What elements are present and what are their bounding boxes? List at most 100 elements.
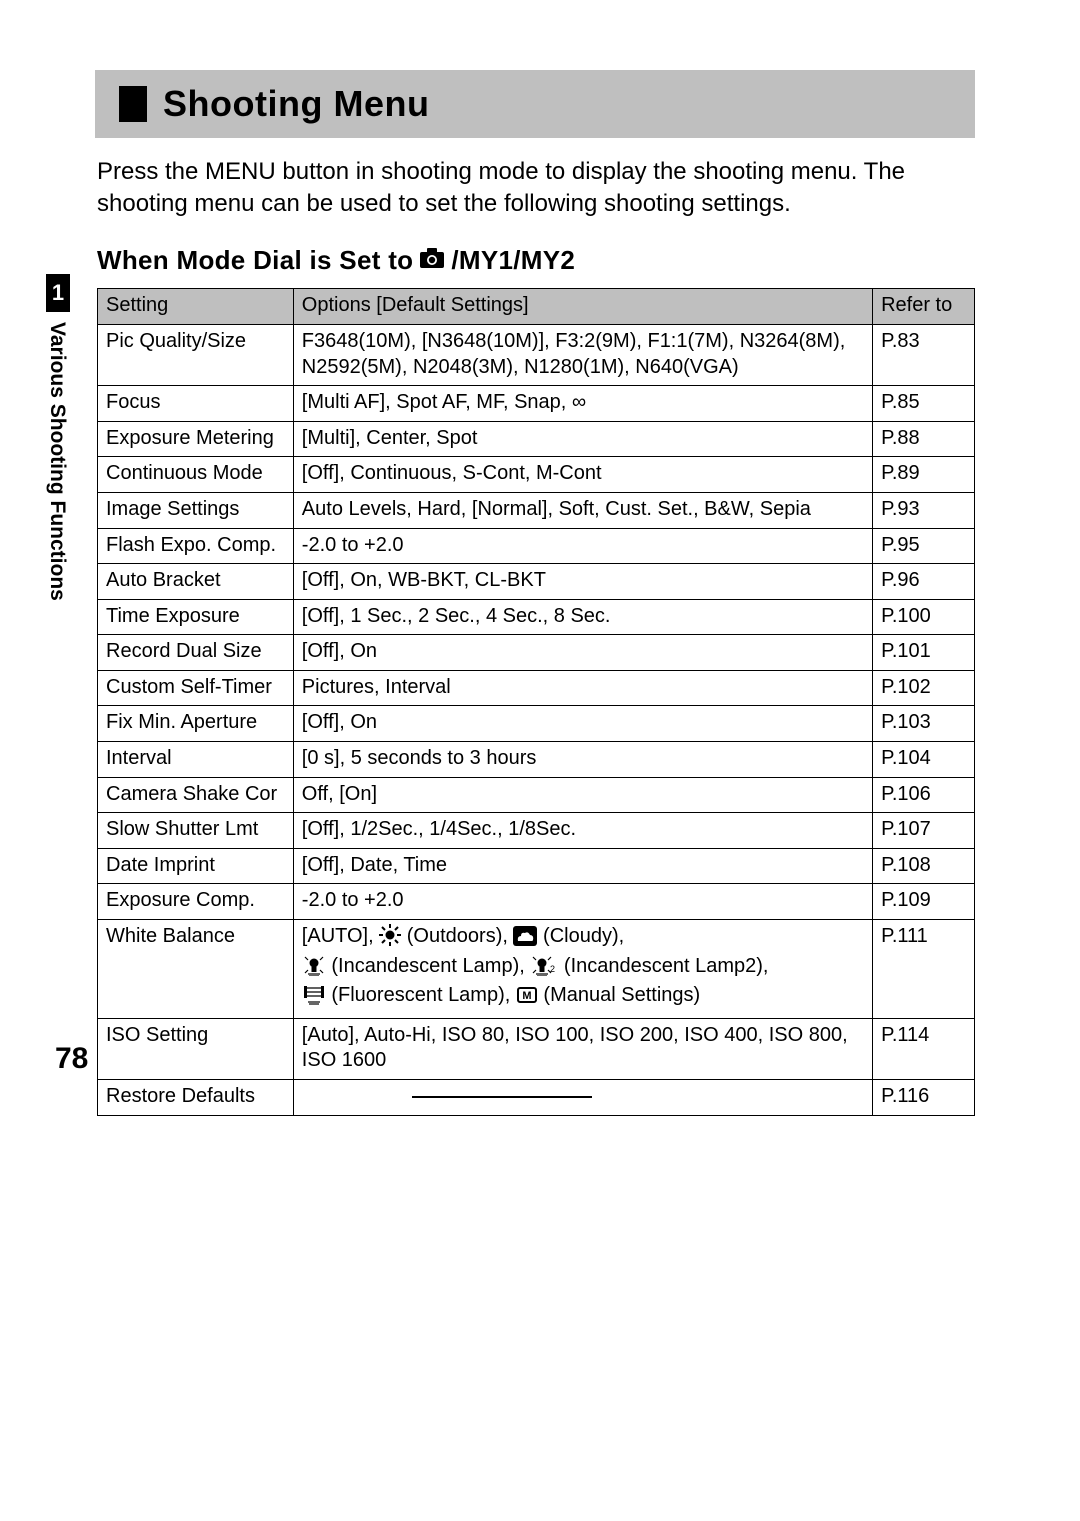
- fluorescent-icon: [302, 983, 326, 1013]
- intro-paragraph: Press the MENU button in shooting mode t…: [97, 156, 975, 219]
- subhead-prefix: When Mode Dial is Set to: [97, 245, 413, 276]
- cell-options: Auto Levels, Hard, [Normal], Soft, Cust.…: [293, 492, 872, 528]
- cell-ref: P.83: [873, 324, 975, 385]
- cell-ref: P.116: [873, 1080, 975, 1116]
- cell-options: [Off], Continuous, S-Cont, M-Cont: [293, 457, 872, 493]
- cell-setting: Interval: [98, 742, 294, 778]
- cell-options: [Off], On, WB-BKT, CL-BKT: [293, 564, 872, 600]
- table-header-row: Setting Options [Default Settings] Refer…: [98, 289, 975, 325]
- cell-setting: Camera Shake Cor: [98, 777, 294, 813]
- table-row: Focus[Multi AF], Spot AF, MF, Snap, ∞P.8…: [98, 386, 975, 422]
- table-row: Slow Shutter Lmt[Off], 1/2Sec., 1/4Sec.,…: [98, 813, 975, 849]
- table-row: Continuous Mode[Off], Continuous, S-Cont…: [98, 457, 975, 493]
- cell-ref: P.95: [873, 528, 975, 564]
- cell-setting: Date Imprint: [98, 848, 294, 884]
- side-label: Various Shooting Functions: [45, 322, 69, 601]
- cell-ref: P.93: [873, 492, 975, 528]
- side-label-wrap: Various Shooting Functions: [41, 322, 73, 652]
- cell-setting: Focus: [98, 386, 294, 422]
- manual-icon: M: [516, 985, 538, 1013]
- cell-ref: P.106: [873, 777, 975, 813]
- cell-options: -2.0 to +2.0: [293, 884, 872, 920]
- svg-text:2: 2: [550, 964, 555, 974]
- cell-options: Off, [On]: [293, 777, 872, 813]
- table-row: Image SettingsAuto Levels, Hard, [Normal…: [98, 492, 975, 528]
- incandescent2-icon: 2: [530, 954, 558, 984]
- wb-manual: (Manual Settings): [538, 984, 700, 1006]
- cell-options: [Off], On: [293, 635, 872, 671]
- wb-fluor: (Fluorescent Lamp),: [326, 984, 516, 1006]
- table-row: Restore Defaults P.116: [98, 1080, 975, 1116]
- table-row: White Balance[AUTO], (Outdoors), (Cloudy…: [98, 920, 975, 1019]
- table-row: Auto Bracket[Off], On, WB-BKT, CL-BKTP.9…: [98, 564, 975, 600]
- cell-options: [Multi], Center, Spot: [293, 421, 872, 457]
- cell-options: [Off], 1/2Sec., 1/4Sec., 1/8Sec.: [293, 813, 872, 849]
- cell-ref: P.104: [873, 742, 975, 778]
- table-row: Time Exposure[Off], 1 Sec., 2 Sec., 4 Se…: [98, 599, 975, 635]
- table-row: Fix Min. Aperture[Off], OnP.103: [98, 706, 975, 742]
- header-setting: Setting: [98, 289, 294, 325]
- cell-ref: P.102: [873, 670, 975, 706]
- wb-outdoors: (Outdoors),: [401, 925, 513, 947]
- table-row: Custom Self-TimerPictures, IntervalP.102: [98, 670, 975, 706]
- cell-ref: P.107: [873, 813, 975, 849]
- cell-setting: Continuous Mode: [98, 457, 294, 493]
- table-row: ISO Setting[Auto], Auto-Hi, ISO 80, ISO …: [98, 1018, 975, 1079]
- wb-cloudy: (Cloudy),: [537, 925, 624, 947]
- cell-setting: Time Exposure: [98, 599, 294, 635]
- cell-ref: P.111: [873, 920, 975, 1019]
- cell-ref: P.89: [873, 457, 975, 493]
- cell-options: [Off], Date, Time: [293, 848, 872, 884]
- cell-ref: P.101: [873, 635, 975, 671]
- page-number: 78: [55, 1042, 88, 1076]
- camera-icon: [419, 245, 445, 276]
- cell-ref: P.100: [873, 599, 975, 635]
- cell-ref: P.103: [873, 706, 975, 742]
- cell-setting: ISO Setting: [98, 1018, 294, 1079]
- cell-options: [Auto], Auto-Hi, ISO 80, ISO 100, ISO 20…: [293, 1018, 872, 1079]
- table-row: Record Dual Size[Off], OnP.101: [98, 635, 975, 671]
- cell-ref: P.96: [873, 564, 975, 600]
- table-row: Pic Quality/SizeF3648(10M), [N3648(10M)]…: [98, 324, 975, 385]
- cell-ref: P.108: [873, 848, 975, 884]
- table-row: Flash Expo. Comp.-2.0 to +2.0P.95: [98, 528, 975, 564]
- cell-setting: Slow Shutter Lmt: [98, 813, 294, 849]
- title-block-icon: [119, 86, 147, 122]
- section-title-bar: Shooting Menu: [95, 70, 975, 138]
- subhead-suffix: /MY1/MY2: [451, 245, 575, 276]
- cell-options: -2.0 to +2.0: [293, 528, 872, 564]
- cell-setting: Fix Min. Aperture: [98, 706, 294, 742]
- table-row: Camera Shake CorOff, [On]P.106: [98, 777, 975, 813]
- cell-setting: Exposure Metering: [98, 421, 294, 457]
- shooting-menu-table: Setting Options [Default Settings] Refer…: [97, 288, 975, 1115]
- wb-auto: [AUTO],: [302, 925, 379, 947]
- cell-options: [Multi AF], Spot AF, MF, Snap, ∞: [293, 386, 872, 422]
- cell-setting: Restore Defaults: [98, 1080, 294, 1116]
- cell-options: [0 s], 5 seconds to 3 hours: [293, 742, 872, 778]
- table-row: Interval[0 s], 5 seconds to 3 hoursP.104: [98, 742, 975, 778]
- header-refer: Refer to: [873, 289, 975, 325]
- cell-options: F3648(10M), [N3648(10M)], F3:2(9M), F1:1…: [293, 324, 872, 385]
- cell-setting: Custom Self-Timer: [98, 670, 294, 706]
- table-row: Date Imprint[Off], Date, TimeP.108: [98, 848, 975, 884]
- chapter-number: 1: [52, 280, 64, 306]
- wb-incan2: (Incandescent Lamp2),: [558, 955, 768, 977]
- cell-ref: P.88: [873, 421, 975, 457]
- cell-setting: White Balance: [98, 920, 294, 1019]
- cell-options: [AUTO], (Outdoors), (Cloudy), (Incandesc…: [293, 920, 872, 1019]
- cell-ref: P.85: [873, 386, 975, 422]
- incandescent-icon: [302, 954, 326, 984]
- sun-icon: [379, 924, 401, 954]
- cloud-icon: [513, 926, 537, 954]
- header-options: Options [Default Settings]: [293, 289, 872, 325]
- table-row: Exposure Comp.-2.0 to +2.0P.109: [98, 884, 975, 920]
- cell-ref: P.109: [873, 884, 975, 920]
- cell-options: [Off], On: [293, 706, 872, 742]
- table-row: Exposure Metering[Multi], Center, SpotP.…: [98, 421, 975, 457]
- cell-setting: Auto Bracket: [98, 564, 294, 600]
- cell-setting: Exposure Comp.: [98, 884, 294, 920]
- cell-setting: Image Settings: [98, 492, 294, 528]
- chapter-tab: 1: [46, 274, 70, 312]
- svg-text:M: M: [522, 990, 531, 1002]
- section-title: Shooting Menu: [163, 83, 429, 125]
